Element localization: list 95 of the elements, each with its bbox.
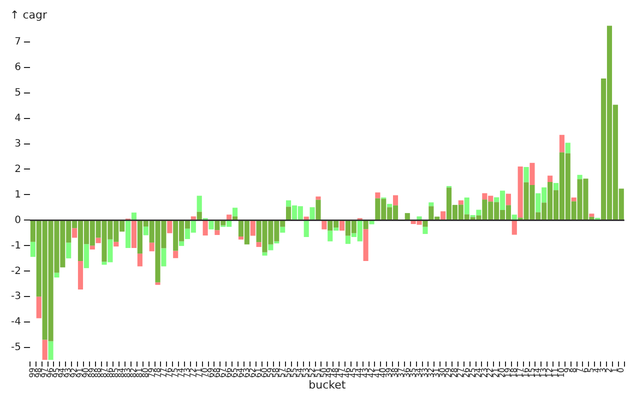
bar bbox=[155, 282, 160, 285]
y-tick-label: 2 bbox=[14, 164, 21, 175]
bar bbox=[363, 220, 368, 230]
bar bbox=[167, 220, 172, 234]
bar bbox=[559, 134, 564, 152]
y-tick-label: 3 bbox=[14, 138, 21, 150]
bar bbox=[422, 220, 428, 227]
x-tick-label: 43 bbox=[360, 368, 370, 378]
bar bbox=[375, 192, 380, 198]
bar bbox=[196, 212, 202, 220]
bar bbox=[280, 226, 286, 233]
bar bbox=[322, 220, 327, 230]
bar bbox=[506, 194, 511, 206]
bar bbox=[30, 242, 36, 257]
x-tick-label: 45 bbox=[348, 368, 358, 378]
bar bbox=[66, 242, 72, 258]
y-tick-label: 1 bbox=[14, 189, 21, 200]
bar bbox=[42, 340, 48, 360]
y-tick-label: 0 bbox=[14, 214, 21, 226]
bar bbox=[268, 244, 274, 250]
bar bbox=[78, 260, 84, 290]
bar bbox=[339, 220, 345, 231]
bar bbox=[553, 183, 559, 190]
bar bbox=[328, 230, 333, 242]
bar bbox=[226, 214, 232, 220]
bar bbox=[131, 220, 137, 248]
bar bbox=[72, 228, 78, 238]
bar bbox=[196, 196, 202, 212]
bar bbox=[316, 200, 321, 220]
bar bbox=[363, 229, 368, 261]
bar bbox=[387, 204, 392, 208]
bar bbox=[114, 242, 119, 246]
bar bbox=[404, 213, 410, 220]
bar bbox=[238, 236, 244, 240]
bar bbox=[286, 206, 292, 220]
x-tick-label: 0 bbox=[616, 368, 626, 373]
bar bbox=[548, 176, 553, 182]
bar bbox=[202, 220, 208, 236]
bar bbox=[428, 202, 434, 206]
bar bbox=[577, 174, 582, 180]
x-tick-label: 23 bbox=[480, 368, 489, 378]
bar bbox=[440, 211, 446, 220]
bar bbox=[137, 254, 142, 266]
bar bbox=[149, 242, 154, 252]
bar bbox=[458, 200, 464, 205]
bar bbox=[173, 250, 178, 258]
bar bbox=[214, 230, 220, 235]
y-tick-label: -2 bbox=[10, 266, 21, 277]
bar bbox=[571, 198, 576, 202]
y-tick-label: -3 bbox=[10, 291, 21, 302]
bar bbox=[131, 212, 137, 220]
bar bbox=[256, 242, 262, 247]
y-tick-label: 7 bbox=[14, 36, 21, 48]
bar bbox=[84, 244, 89, 268]
bar bbox=[334, 228, 339, 231]
bar bbox=[48, 341, 54, 360]
bar bbox=[232, 216, 238, 220]
y-tick-label: -1 bbox=[10, 240, 21, 252]
bar bbox=[392, 195, 398, 206]
bar bbox=[565, 142, 570, 154]
bar bbox=[143, 226, 148, 236]
bar bbox=[518, 166, 523, 218]
bar bbox=[250, 220, 256, 236]
y-axis-title: ↑ cagr bbox=[10, 8, 48, 22]
bar bbox=[530, 162, 535, 186]
bar bbox=[90, 246, 95, 250]
bar bbox=[208, 220, 214, 230]
bar bbox=[316, 196, 321, 200]
y-tick-label: 4 bbox=[14, 112, 21, 124]
y-tick-label: 5 bbox=[14, 87, 21, 98]
bar bbox=[464, 198, 470, 214]
bar bbox=[232, 208, 238, 216]
y-tick-label: -4 bbox=[10, 316, 21, 328]
y-tick-label: -5 bbox=[10, 342, 21, 354]
bar bbox=[304, 220, 309, 238]
bar bbox=[126, 220, 131, 248]
bar bbox=[179, 241, 184, 246]
bar bbox=[422, 226, 428, 234]
bar bbox=[304, 216, 309, 220]
bar bbox=[161, 248, 166, 266]
bar bbox=[416, 216, 422, 220]
bar bbox=[190, 216, 196, 220]
bar bbox=[310, 207, 315, 220]
x-axis-title: bucket bbox=[308, 378, 346, 392]
y-tick-label: 6 bbox=[14, 62, 21, 73]
x-tick-label: 6 bbox=[580, 368, 590, 373]
bar bbox=[524, 166, 529, 182]
bar bbox=[589, 214, 594, 217]
bar bbox=[36, 296, 42, 318]
bar bbox=[96, 238, 101, 244]
x-tick-label: 18 bbox=[509, 368, 518, 378]
bar bbox=[262, 252, 268, 256]
bar bbox=[512, 220, 517, 235]
bar bbox=[54, 272, 60, 278]
bar bbox=[512, 214, 517, 220]
